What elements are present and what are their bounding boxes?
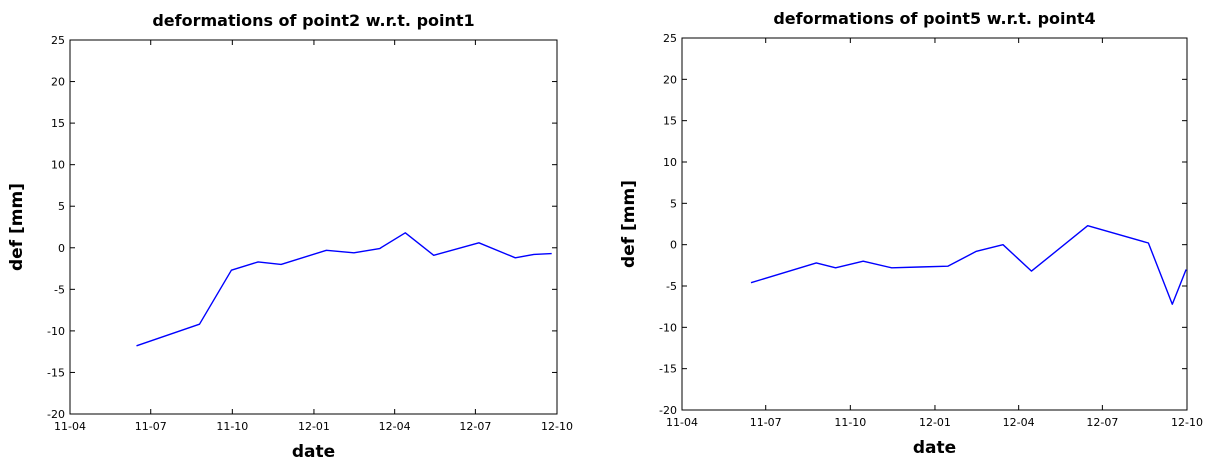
y-tick-label-right-0: -20: [659, 404, 677, 417]
x-tick-label-right-5: 12-07: [1086, 416, 1118, 429]
y-tick-label-right-3: -5: [666, 280, 677, 293]
axis-ticks-right: -20 -15 -10 -5 0 5 10 15 20 25 11-04 11-07 11-10 12-0…: [659, 32, 1203, 429]
chart-panel-left: deformations of point2 w.r.t. point1 dat…: [7, 11, 573, 462]
chart-title-right: deformations of point5 w.r.t. point4: [773, 9, 1095, 28]
chart-title-left: deformations of point2 w.r.t. point1: [152, 11, 474, 30]
series-line-left: [136, 232, 552, 347]
x-axis-label-right: date: [913, 438, 956, 458]
y-tick-label-right-1: -15: [659, 363, 677, 376]
x-tick-label-right-1: 11-07: [750, 416, 782, 429]
series-line-right: [750, 224, 1187, 305]
x-tick-label-right-4: 12-04: [1003, 416, 1035, 429]
x-tick-label-right-0: 11-04: [666, 416, 698, 429]
y-tick-label-right-4: 0: [670, 239, 677, 252]
x-tick-label-right-6: 12-10: [1171, 416, 1203, 429]
y-tick-label-left-9: 25: [51, 34, 65, 47]
y-tick-label-left-7: 15: [51, 117, 65, 130]
y-tick-label-left-3: -5: [54, 283, 65, 296]
x-tick-label-left-4: 12-04: [379, 420, 411, 433]
x-tick-label-right-2: 11-10: [834, 416, 866, 429]
y-tick-label-left-6: 10: [51, 159, 65, 172]
y-tick-label-left-8: 20: [51, 76, 65, 89]
x-tick-label-left-5: 12-07: [459, 420, 491, 433]
x-tick-label-left-0: 11-04: [54, 420, 86, 433]
x-axis-label-left: date: [292, 442, 335, 462]
y-tick-label-right-6: 10: [663, 156, 677, 169]
y-tick-label-left-4: 0: [58, 242, 65, 255]
y-tick-label-left-1: -15: [47, 366, 65, 379]
x-tick-label-left-3: 12-01: [298, 420, 330, 433]
y-tick-label-right-2: -10: [659, 321, 677, 334]
y-tick-label-left-0: -20: [47, 408, 65, 421]
y-tick-label-right-8: 20: [663, 73, 677, 86]
plot-area-right: [681, 37, 1188, 411]
y-axis-label-right: def [mm]: [619, 180, 639, 268]
chart-panel-right: deformations of point5 w.r.t. point4 dat…: [619, 9, 1203, 458]
y-tick-label-right-7: 15: [663, 115, 677, 128]
y-axis-label-left: def [mm]: [7, 183, 27, 271]
y-tick-label-right-5: 5: [670, 197, 677, 210]
axis-ticks-left: -20 -15 -10 -5 0 5 10 15 20 25 11-04 11-07 11-10 12-0…: [47, 34, 573, 433]
y-tick-label-left-2: -10: [47, 325, 65, 338]
x-tick-label-right-3: 12-01: [919, 416, 951, 429]
y-tick-label-left-5: 5: [58, 200, 65, 213]
x-tick-label-left-1: 11-07: [135, 420, 167, 433]
plot-area-left: [69, 39, 558, 415]
x-tick-label-left-2: 11-10: [216, 420, 248, 433]
x-tick-label-left-6: 12-10: [541, 420, 573, 433]
y-tick-label-right-9: 25: [663, 32, 677, 45]
